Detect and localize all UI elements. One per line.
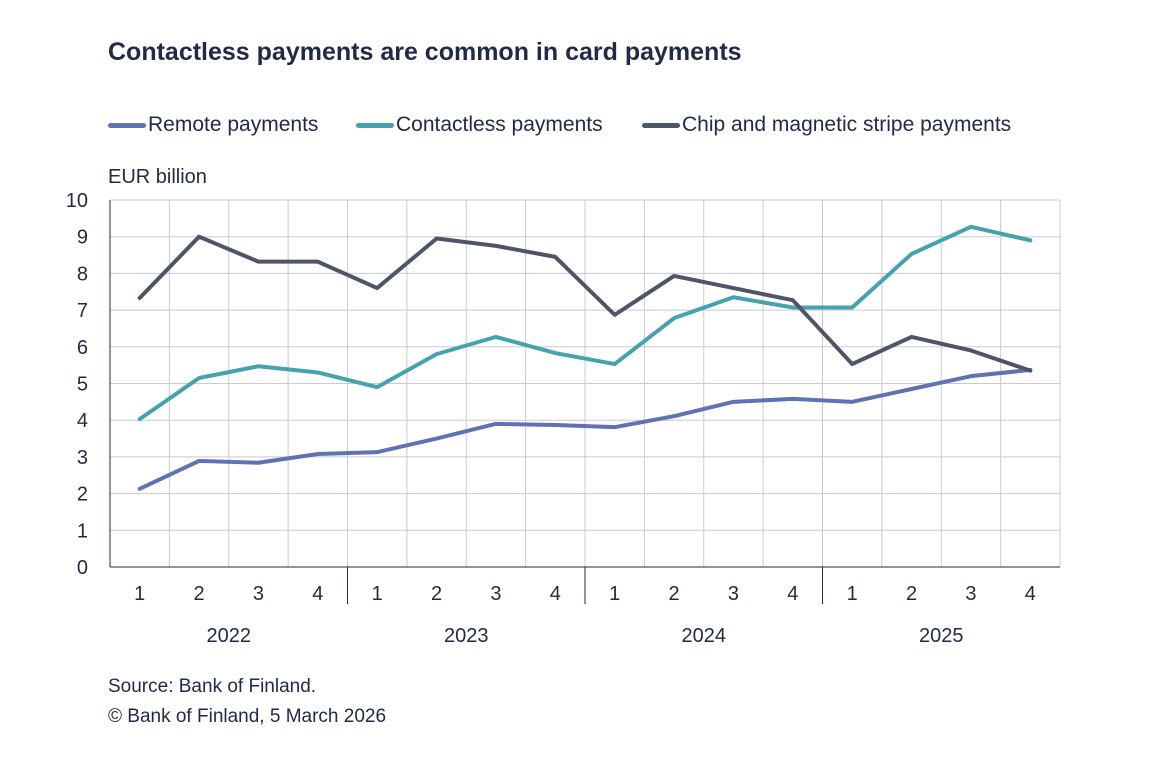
x-tick-label: 3 [728, 583, 739, 605]
y-tick-label: 4 [77, 410, 88, 432]
y-tick-label: 8 [77, 263, 88, 285]
year-label: 2023 [444, 625, 489, 647]
year-label: 2024 [682, 625, 727, 647]
x-tick-label: 4 [787, 583, 798, 605]
x-tick-label: 3 [965, 583, 976, 605]
x-tick-label: 3 [253, 583, 264, 605]
x-tick-label: 1 [134, 583, 145, 605]
copyright-note: © Bank of Finland, 5 March 2026 [108, 706, 387, 727]
y-tick-label: 9 [77, 227, 88, 249]
x-tick-label: 2 [194, 583, 205, 605]
series-line-2 [137, 234, 1033, 373]
y-tick-label: 1 [77, 520, 88, 542]
series-line-1 [137, 224, 1033, 422]
year-label: 2025 [919, 625, 964, 647]
legend-label: Chip and magnetic stripe payments [682, 113, 1012, 136]
year-label: 2022 [207, 625, 252, 647]
legend-swatch [108, 122, 146, 128]
source-note: Source: Bank of Finland. [108, 676, 317, 697]
series-line-0 [137, 367, 1033, 491]
x-tick-label: 4 [550, 583, 561, 605]
legend-item-contactless: Contactless payments [356, 113, 603, 137]
x-tick-label: 4 [1025, 583, 1036, 605]
legend-item-remote: Remote payments [108, 113, 318, 137]
legend-swatch [356, 122, 394, 128]
x-tick-label: 2 [906, 583, 917, 605]
y-tick-label: 5 [77, 374, 88, 396]
y-tick-label: 10 [66, 190, 88, 212]
legend-item-chip: Chip and magnetic stripe payments [642, 113, 1011, 137]
x-tick-label: 4 [312, 583, 323, 605]
x-tick-label: 3 [490, 583, 501, 605]
chart-title: Contactless payments are common in card … [108, 38, 742, 66]
legend-label: Contactless payments [396, 113, 603, 136]
x-tick-label: 2 [431, 583, 442, 605]
y-tick-label: 0 [77, 557, 88, 579]
legend-swatch [642, 122, 680, 128]
legend-label: Remote payments [148, 113, 319, 136]
x-tick-label: 1 [609, 583, 620, 605]
x-tick-label: 1 [847, 583, 858, 605]
y-axis-label: EUR billion [108, 166, 207, 188]
y-tick-label: 3 [77, 447, 88, 469]
y-tick-label: 7 [77, 300, 88, 322]
y-tick-label: 2 [77, 484, 88, 506]
x-tick-label: 2 [669, 583, 680, 605]
y-tick-label: 6 [77, 337, 88, 359]
x-tick-label: 1 [372, 583, 383, 605]
